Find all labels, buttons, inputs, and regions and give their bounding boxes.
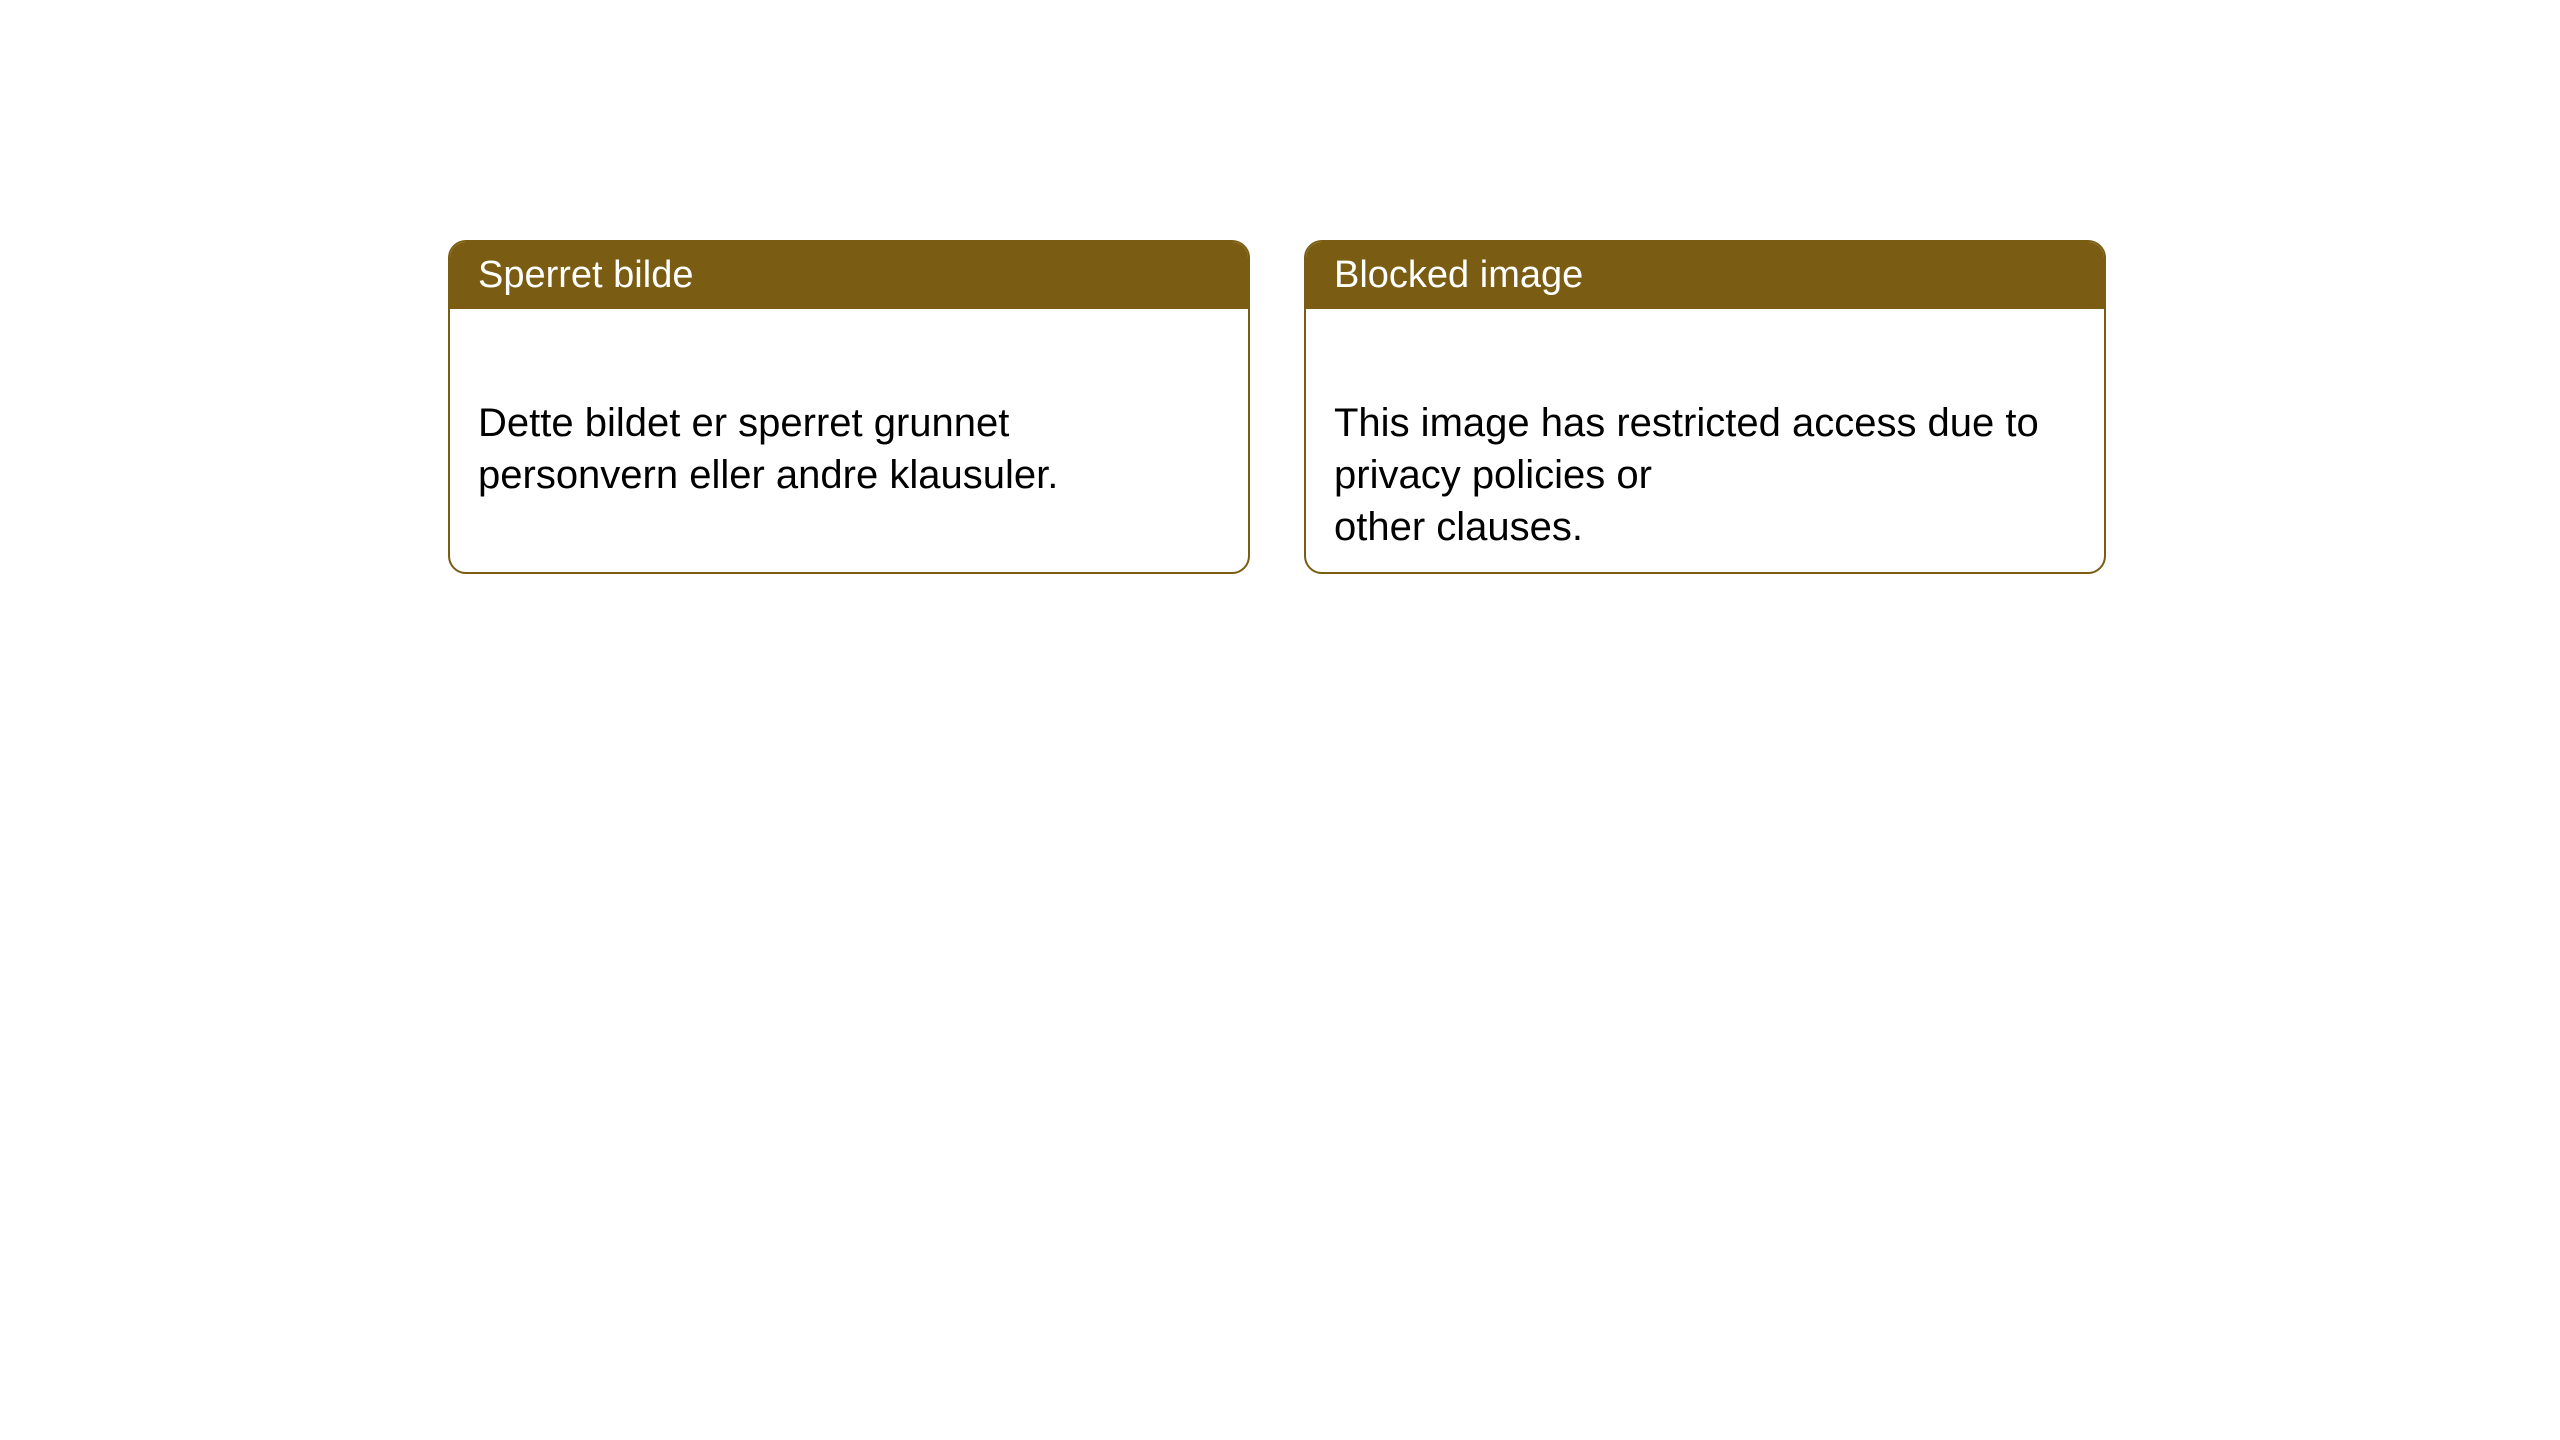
notice-container: Sperret bilde Dette bildet er sperret gr… — [448, 240, 2106, 574]
notice-text-norwegian: Dette bildet er sperret grunnet personve… — [478, 401, 1058, 497]
notice-card-norwegian: Sperret bilde Dette bildet er sperret gr… — [448, 240, 1250, 574]
notice-body-norwegian: Dette bildet er sperret grunnet personve… — [450, 309, 1248, 537]
notice-header-norwegian: Sperret bilde — [450, 242, 1248, 309]
notice-title-english: Blocked image — [1334, 254, 1583, 296]
notice-body-english: This image has restricted access due to … — [1306, 309, 2104, 574]
notice-title-norwegian: Sperret bilde — [478, 254, 693, 296]
notice-card-english: Blocked image This image has restricted … — [1304, 240, 2106, 574]
notice-header-english: Blocked image — [1306, 242, 2104, 309]
notice-text-english: This image has restricted access due to … — [1334, 401, 2039, 549]
